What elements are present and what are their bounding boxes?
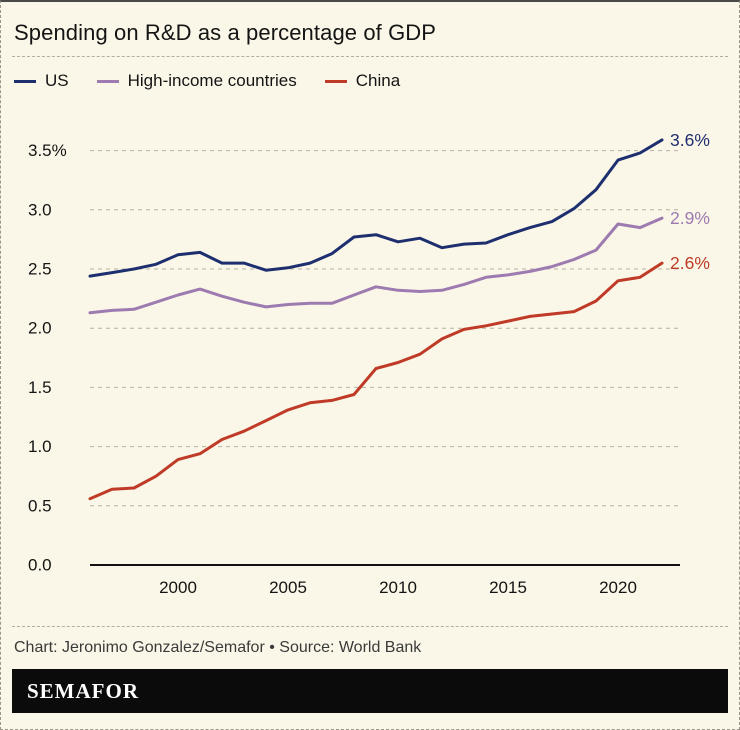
y-tick-label: 1.5 bbox=[28, 378, 52, 397]
x-tick-label: 2000 bbox=[159, 578, 197, 597]
end-label-high-income-countries: 2.9% bbox=[670, 208, 710, 228]
legend-swatch-high-income-countries bbox=[96, 79, 119, 83]
legend-swatch-china bbox=[324, 79, 347, 83]
end-label-china: 2.6% bbox=[670, 253, 710, 273]
series-line-china bbox=[88, 261, 664, 501]
legend-label-high-income-countries: High-income countries bbox=[127, 71, 297, 90]
y-tick-label: 0.0 bbox=[28, 556, 52, 575]
y-tick-label: 3.5% bbox=[28, 141, 67, 160]
series-line-us bbox=[88, 138, 664, 278]
legend-item-china: China bbox=[324, 71, 401, 91]
end-label-us: 3.6% bbox=[670, 130, 710, 150]
y-tick-label: 2.5 bbox=[28, 260, 52, 279]
legend: US High-income countries China bbox=[12, 57, 728, 103]
caption: Chart: Jeronimo Gonzalez/Semafor • Sourc… bbox=[12, 626, 728, 669]
legend-item-high-income-countries: High-income countries bbox=[96, 71, 297, 91]
header: Spending on R&D as a percentage of GDP bbox=[12, 2, 728, 57]
legend-swatch-us bbox=[14, 79, 36, 83]
y-tick-label: 1.0 bbox=[28, 437, 52, 456]
x-tick-label: 2005 bbox=[269, 578, 307, 597]
legend-label-china: China bbox=[355, 71, 401, 90]
legend-label-us: US bbox=[45, 71, 69, 90]
x-tick-label: 2010 bbox=[379, 578, 417, 597]
legend-item-us: US bbox=[14, 71, 69, 91]
semafor-logo: SEMAFOR bbox=[27, 678, 139, 703]
footer-bar: SEMAFOR bbox=[12, 669, 728, 713]
line-chart-svg: 3.5% 3.0 2.5 2.0 1.5 1.0 0.5 0.0 2000 2005 2010 201… bbox=[28, 130, 710, 597]
series-line-high-income-countries bbox=[88, 216, 664, 315]
y-tick-label: 2.0 bbox=[28, 319, 52, 338]
x-tick-label: 2015 bbox=[489, 578, 527, 597]
y-tick-label: 0.5 bbox=[28, 496, 52, 515]
y-tick-label: 3.0 bbox=[28, 200, 52, 219]
page-title: Spending on R&D as a percentage of GDP bbox=[14, 20, 437, 45]
chart: 3.5% 3.0 2.5 2.0 1.5 1.0 0.5 0.0 2000 2005 2010 201… bbox=[12, 103, 728, 626]
x-tick-label: 2020 bbox=[599, 578, 637, 597]
